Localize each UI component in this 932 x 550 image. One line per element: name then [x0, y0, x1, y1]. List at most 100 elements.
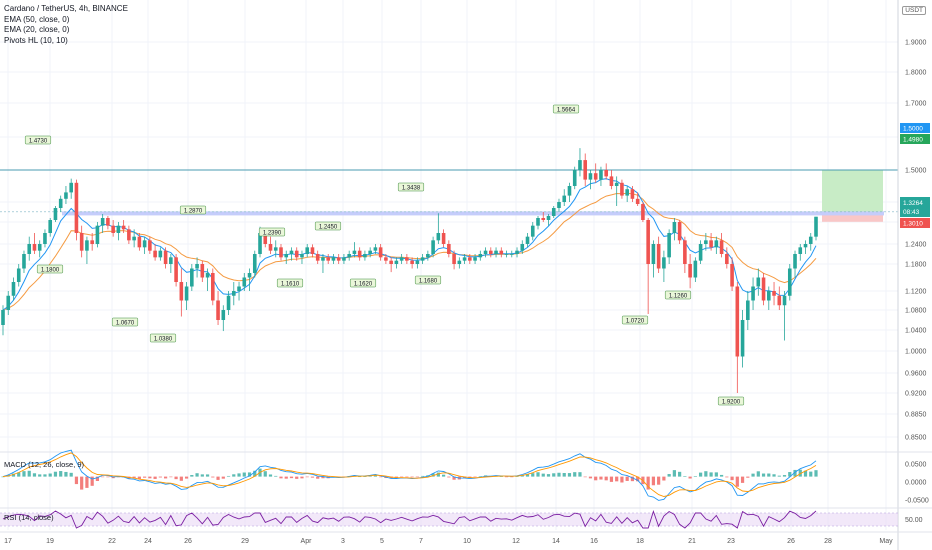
- candle-body: [64, 192, 68, 199]
- candle-body: [578, 160, 582, 170]
- candle-body: [111, 225, 115, 233]
- candle-body: [294, 250, 299, 258]
- candle-body: [541, 218, 546, 220]
- time-tick-label: 29: [241, 538, 249, 545]
- candle-body: [572, 170, 577, 186]
- macd-bar: [657, 476, 661, 485]
- pivot-label: 1.5664: [557, 108, 576, 114]
- macd-bar: [310, 476, 315, 478]
- macd-bar: [531, 473, 535, 477]
- candle-body: [798, 247, 803, 254]
- macd-bar: [405, 476, 409, 478]
- candle-body: [620, 182, 624, 196]
- macd-bar: [510, 476, 514, 478]
- macd-bar: [59, 471, 63, 477]
- macd-bar: [153, 476, 157, 479]
- macd-bar: [358, 476, 362, 478]
- candle-body: [226, 295, 231, 310]
- macd-bar: [704, 471, 708, 477]
- current-price-bg: [900, 197, 930, 217]
- macd-bar: [237, 473, 241, 477]
- macd-bar: [520, 475, 524, 477]
- pivots-legend[interactable]: Pivots HL (10, 10): [4, 35, 68, 45]
- pivot-label-box: [621, 315, 649, 325]
- candle-body: [688, 264, 692, 278]
- pivot-label-box: [349, 278, 377, 288]
- candle-body: [462, 257, 467, 261]
- macd-bar: [53, 471, 58, 477]
- macd-bar: [651, 476, 655, 486]
- macd-bar: [400, 476, 404, 478]
- candle-body: [525, 236, 530, 244]
- candle-body: [520, 244, 525, 251]
- time-tick-label: May: [879, 538, 893, 545]
- candle-body: [599, 170, 603, 180]
- macd-bar: [814, 470, 818, 477]
- rsi-legend[interactable]: RSI (14, close): [4, 513, 54, 522]
- candle-body: [415, 260, 420, 264]
- macd-bar: [436, 472, 440, 477]
- candle-body: [336, 257, 341, 261]
- macd-bar: [699, 472, 703, 477]
- macd-bar: [809, 471, 813, 477]
- price-tick-label: 1.1200: [905, 289, 927, 296]
- time-tick-label: 23: [727, 538, 735, 545]
- candle-body: [331, 257, 336, 261]
- macd-bar: [462, 476, 467, 479]
- macd-bar: [615, 476, 619, 482]
- candle-body: [53, 208, 58, 220]
- ema20-legend[interactable]: EMA (20, close, 0): [4, 25, 70, 34]
- candle-body: [58, 198, 63, 208]
- candle-body: [530, 225, 535, 237]
- time-tick-label: 14: [552, 538, 560, 545]
- candle-body: [457, 260, 462, 264]
- macd-histogram: [1, 468, 818, 490]
- time-tick-label: 18: [636, 538, 644, 545]
- signal-line: [2, 452, 817, 497]
- candle-body: [158, 250, 163, 258]
- macd-bar: [515, 476, 519, 477]
- pivot-label: 1.2870: [184, 209, 203, 215]
- macd-tick-label: 0.0500: [905, 462, 927, 469]
- macd-bar: [316, 476, 320, 479]
- candle-body: [808, 236, 813, 244]
- candle-body: [630, 189, 635, 199]
- rsi-tick-label: 50.00: [905, 517, 923, 524]
- candle-body: [221, 310, 226, 320]
- candle-body: [405, 257, 409, 261]
- macd-bar: [295, 476, 299, 479]
- current-price-tag: 1.3264: [903, 200, 923, 207]
- macd-bar: [473, 476, 477, 478]
- macd-bar: [274, 475, 278, 477]
- candle-body: [378, 247, 383, 258]
- candle-body: [468, 257, 472, 261]
- macd-bar: [709, 472, 713, 477]
- macd-bar: [767, 473, 771, 477]
- macd-bar: [174, 476, 178, 480]
- macd-bar: [625, 476, 629, 481]
- candle-body: [11, 282, 16, 296]
- macd-bar: [421, 475, 425, 477]
- candle-body: [766, 291, 771, 301]
- ema50-legend[interactable]: EMA (50, close, 0): [4, 14, 70, 24]
- rsi-line: [2, 509, 817, 529]
- candle-body: [195, 264, 199, 269]
- candle-body: [667, 233, 671, 258]
- candle-body: [279, 247, 283, 258]
- candle-body: [662, 257, 666, 269]
- candle-body: [106, 218, 110, 226]
- time-tick-label: 10: [463, 538, 471, 545]
- target-price-tag: 1.5000: [903, 126, 923, 133]
- macd-bar: [552, 473, 556, 477]
- macd-bar: [263, 471, 267, 477]
- currency-button[interactable]: USDT: [902, 6, 926, 15]
- candle-body: [242, 277, 247, 287]
- macd-bar: [69, 472, 73, 477]
- candle-body: [452, 254, 456, 264]
- pivot-label-box: [149, 333, 177, 343]
- macd-legend[interactable]: MACD (12, 26, close, 9): [4, 460, 85, 469]
- macd-bar: [179, 476, 183, 481]
- pivot-label-box: [111, 317, 139, 327]
- symbol-title[interactable]: Cardano / TetherUS, 4h, BINANCE: [4, 4, 128, 13]
